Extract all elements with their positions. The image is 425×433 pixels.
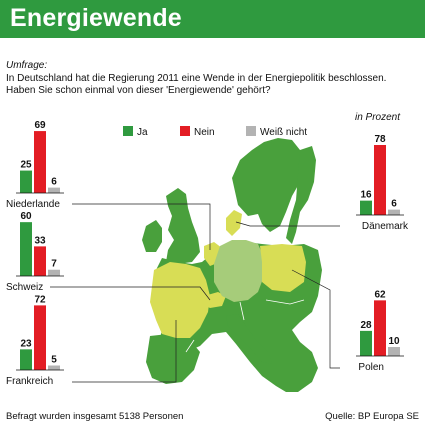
- value-label-weiss-nicht: 6: [51, 177, 57, 188]
- value-label-ja: 28: [360, 320, 372, 331]
- bar-weiss-nicht: [48, 269, 60, 276]
- map-great-britain: [166, 188, 200, 264]
- bar-ja: [360, 200, 372, 215]
- map-denmark: [226, 210, 242, 236]
- leader-lines: [50, 203, 340, 383]
- page-title: Energiewende: [10, 4, 182, 32]
- legend-swatch-nein: [180, 126, 190, 136]
- bar-nein: [34, 305, 46, 370]
- map-scandinavia: [232, 138, 303, 232]
- value-label-nein: 69: [34, 120, 46, 131]
- header-bar: Energiewende: [0, 0, 425, 38]
- bar-weiss-nicht: [48, 187, 60, 193]
- survey-label: Umfrage:: [6, 60, 48, 71]
- unit-label: in Prozent: [355, 112, 401, 123]
- country-label: Niederlande: [6, 199, 60, 210]
- value-label-ja: 25: [20, 160, 32, 171]
- bar-weiss-nicht: [388, 209, 400, 215]
- map-ireland: [142, 220, 162, 252]
- bar-nein: [374, 300, 386, 356]
- value-label-weiss-nicht: 5: [51, 355, 57, 366]
- leader-line: [235, 221, 340, 227]
- legend-label-weiss-nicht: Weiß nicht: [260, 127, 307, 138]
- bar-ja: [20, 349, 32, 370]
- bar-nein: [374, 145, 386, 215]
- value-label-nein: 78: [374, 134, 386, 145]
- leader-line: [50, 286, 211, 301]
- leader-line: [72, 320, 177, 383]
- value-label-weiss-nicht: 7: [51, 259, 57, 270]
- map-italy: [226, 314, 272, 364]
- value-label-ja: 16: [360, 190, 372, 201]
- map-france: [150, 262, 210, 338]
- bar-ja: [360, 330, 372, 356]
- map-iberia: [146, 334, 200, 384]
- map-germany: [214, 240, 264, 302]
- legend-swatch-ja: [123, 126, 133, 136]
- bar-group-schweiz: 60 33 7 Schweiz: [6, 211, 64, 293]
- value-label-nein: 33: [34, 235, 46, 246]
- bar-nein: [34, 246, 46, 276]
- legend-label-ja: Ja: [137, 127, 148, 138]
- footer-source: Quelle: BP Europa SE: [325, 411, 419, 422]
- bar-weiss-nicht: [388, 347, 400, 356]
- map-switzerland: [202, 292, 226, 308]
- map-poland: [260, 244, 306, 292]
- country-label: Polen: [358, 362, 384, 373]
- legend: Ja Nein Weiß nicht: [123, 126, 307, 138]
- map-borders: [185, 299, 305, 353]
- value-label-ja: 23: [20, 338, 32, 349]
- bar-group-polen: 28 62 10 Polen: [356, 289, 404, 373]
- question-line-1: In Deutschland hat die Regierung 2011 ei…: [6, 73, 387, 84]
- bar-group-dänemark: 16 78 6 Dänemark: [356, 134, 409, 232]
- value-label-nein: 62: [374, 289, 386, 300]
- value-label-weiss-nicht: 10: [388, 336, 400, 347]
- legend-label-nein: Nein: [194, 127, 215, 138]
- bar-nein: [34, 131, 46, 193]
- map-finland-baltic: [286, 146, 316, 244]
- value-label-ja: 60: [20, 211, 32, 222]
- value-label-weiss-nicht: 6: [391, 199, 397, 210]
- leader-line: [72, 203, 211, 250]
- value-label-nein: 72: [34, 294, 46, 305]
- question-line-2: Haben Sie schon einmal von dieser 'Energ…: [6, 85, 271, 96]
- bar-ja: [20, 222, 32, 276]
- bar-weiss-nicht: [48, 365, 60, 370]
- country-label: Dänemark: [362, 221, 409, 232]
- bar-ja: [20, 170, 32, 193]
- bar-group-frankreich: 23 72 5 Frankreich: [6, 294, 64, 387]
- bar-group-niederlande: 25 69 6 Niederlande: [6, 120, 64, 210]
- country-label: Frankreich: [6, 376, 53, 387]
- leader-line: [291, 269, 340, 369]
- footer-sample-size: Befragt wurden insgesamt 5138 Personen: [6, 411, 184, 422]
- country-label: Schweiz: [6, 282, 43, 293]
- europe-map: [142, 138, 322, 392]
- legend-swatch-weiss-nicht: [246, 126, 256, 136]
